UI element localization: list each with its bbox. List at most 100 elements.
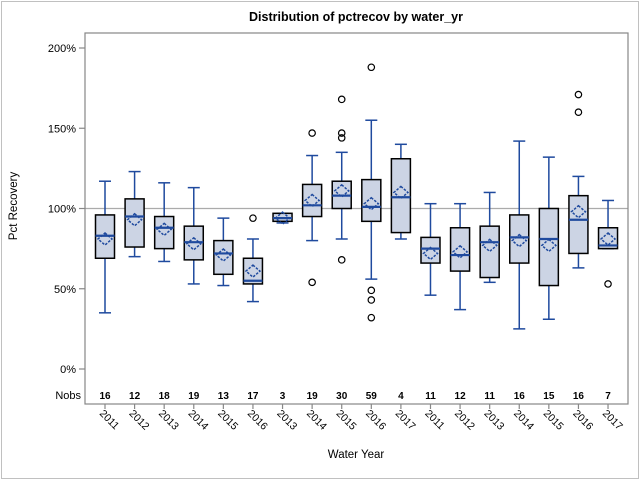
outlier-point: [337, 134, 346, 142]
x-tick-label: 2016: [245, 408, 270, 433]
nobs-value: 13: [218, 391, 230, 402]
nobs-value: 16: [514, 391, 526, 402]
mean-diamond: [274, 211, 291, 226]
box-iqr-rect: [153, 215, 175, 250]
mean-diamond: [244, 264, 262, 279]
x-tick-label: 2012: [126, 408, 151, 433]
nobs-value: 19: [307, 391, 319, 402]
box-iqr-rect: [124, 198, 145, 248]
nobs-value: 12: [129, 391, 141, 402]
x-tick-label: 2013: [156, 408, 181, 433]
box-iqr-rect: [479, 225, 500, 279]
nobs-value: 12: [455, 391, 467, 402]
mean-diamond: [481, 238, 498, 253]
x-tick-label: 2013: [482, 408, 507, 433]
y-tick-label: 200%: [48, 43, 76, 55]
mean-diamond: [570, 204, 587, 219]
nobs-value: 17: [247, 391, 259, 402]
nobs-value: 15: [543, 391, 555, 402]
nobs-value: 16: [573, 391, 585, 402]
nobs-value: 16: [99, 391, 111, 402]
x-tick-label: 2015: [541, 408, 566, 433]
x-tick-label: 2015: [215, 408, 240, 433]
box-group-2011-11: 2011 11: [420, 202, 447, 433]
y-tick-label: 0%: [60, 364, 76, 376]
x-tick-label: 2016: [363, 408, 388, 433]
box-iqr-rect: [538, 207, 560, 287]
outlier-point: [337, 95, 346, 104]
x-tick-label: 2012: [452, 408, 477, 433]
outlier-point: [367, 296, 376, 304]
x-axis-title: Water Year: [328, 449, 385, 461]
box-group-2014-14: 2014 16: [509, 140, 536, 433]
x-tick-label: 2013: [274, 408, 299, 433]
y-tick-label: 50%: [54, 284, 76, 296]
mean-diamond: [156, 222, 173, 237]
outlier-point: [337, 129, 346, 137]
mean-diamond: [185, 236, 202, 251]
mean-diamond: [599, 232, 617, 246]
box-group-2012-12: 2012 12: [449, 202, 477, 433]
mean-diamond: [126, 212, 143, 227]
box-group-2015-15: 2015 15: [538, 156, 566, 433]
nobs-value: 4: [398, 391, 404, 402]
mean-diamond: [540, 238, 558, 253]
box-iqr-rect: [390, 157, 412, 234]
outlier-point: [367, 286, 376, 295]
box-group-2014-3: 2014 19: [183, 186, 211, 433]
box-group-2017-17: 2017 7: [597, 199, 625, 433]
box-iqr-rect: [213, 239, 234, 276]
mean-diamond: [333, 183, 350, 198]
outlier-point: [574, 90, 583, 99]
box-iqr-rect: [361, 178, 382, 223]
outlier-point: [574, 108, 583, 117]
box-iqr-rect: [242, 257, 264, 285]
x-tick-label: 2015: [334, 408, 359, 433]
box-iqr-rect: [420, 236, 441, 264]
box-group-2016-16: 2016 16: [568, 90, 595, 433]
nobs-value: 18: [159, 391, 171, 402]
box-group-2016-5: 2016 17: [242, 214, 270, 433]
box-group-2015-8: 2015 30: [331, 95, 359, 433]
box-group-2017-10: 2017 4: [390, 143, 418, 433]
y-axis-title: Pct Recovery: [8, 172, 20, 241]
nobs-value: 59: [366, 391, 378, 402]
x-tick-label: 2016: [570, 408, 595, 433]
mean-diamond: [392, 185, 410, 200]
nobs-value: 11: [425, 391, 436, 402]
outlier-point: [308, 278, 316, 287]
x-tick-label: 2014: [304, 408, 329, 433]
box-group-2016-9: 2016 59: [361, 63, 388, 433]
y-tick-label: 150%: [48, 123, 76, 135]
x-tick-label: 2014: [186, 408, 211, 433]
box-group-2014-7: 2014 19: [301, 129, 329, 433]
mean-diamond: [363, 196, 380, 211]
outlier-point: [367, 63, 376, 72]
box-iqr-rect: [597, 227, 619, 250]
outlier-point: [337, 256, 346, 264]
box-iqr-rect: [301, 183, 323, 218]
box-group-2012-1: 2012 12: [124, 170, 152, 433]
box-group-2013-6: 2013 3: [272, 211, 300, 433]
mean-diamond: [96, 232, 114, 246]
x-tick-label: 2011: [422, 408, 447, 433]
plot-frame: [84, 32, 629, 405]
box-iqr-rect: [449, 227, 471, 272]
box-iqr-rect: [509, 214, 530, 264]
outlier-point: [604, 280, 612, 288]
mean-diamond: [422, 246, 439, 261]
nobs-value: 30: [336, 391, 348, 402]
x-tick-label: 2014: [511, 408, 536, 433]
outlier-point: [308, 129, 316, 137]
nobs-value: 19: [188, 391, 200, 402]
x-tick-label: 2011: [97, 408, 122, 433]
outlier-point: [367, 313, 376, 322]
box-group-2013-13: 2013 11: [479, 191, 507, 433]
box-group-2015-4: 2015 13: [213, 217, 240, 433]
mean-diamond: [215, 248, 232, 263]
nobs-value: 7: [605, 391, 611, 402]
x-tick-label: 2017: [600, 408, 625, 433]
nobs-value: 11: [484, 391, 495, 402]
mean-diamond: [511, 233, 528, 248]
